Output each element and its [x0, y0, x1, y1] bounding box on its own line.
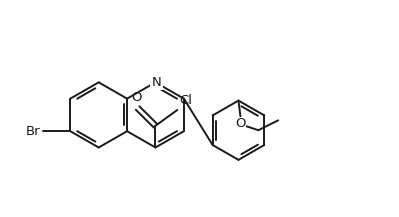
Text: Br: Br — [26, 125, 41, 138]
Text: O: O — [131, 91, 142, 104]
Text: O: O — [235, 117, 246, 130]
Text: N: N — [152, 76, 161, 89]
Text: Cl: Cl — [179, 94, 192, 107]
